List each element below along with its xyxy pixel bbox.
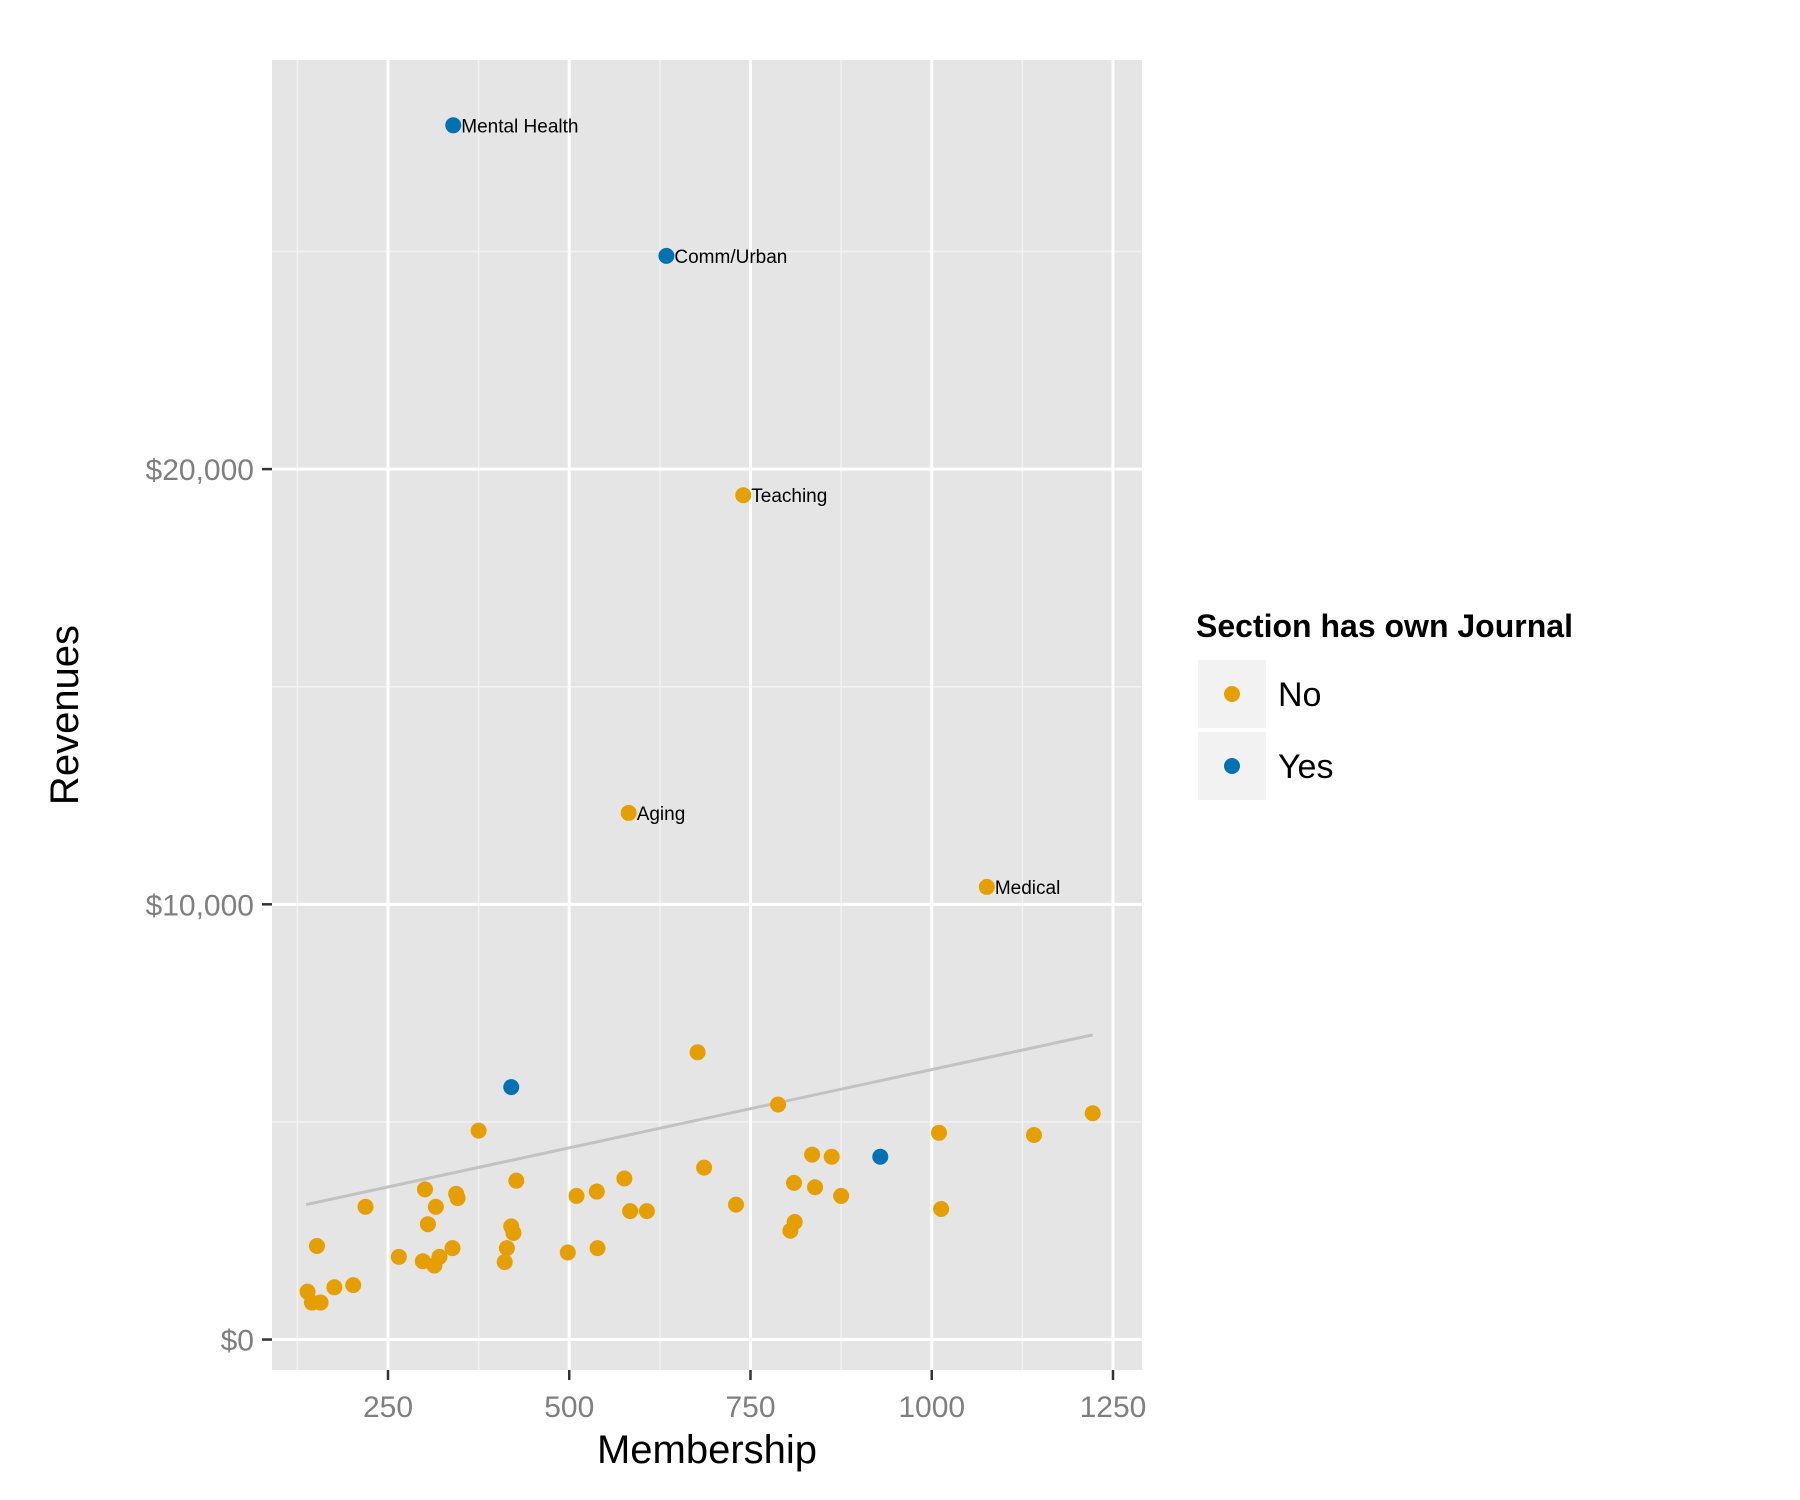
- x-axis-title: Membership: [597, 1428, 817, 1472]
- point-labels: Teaching Aging Medical Mental Health Comm/Ur…: [461, 116, 1060, 899]
- data-point-no: [807, 1179, 824, 1196]
- data-point-yes: [658, 247, 675, 264]
- point-label: Mental Health: [461, 116, 578, 137]
- data-point-no: [978, 878, 995, 895]
- data-point-no: [357, 1198, 374, 1215]
- data-point-no: [444, 1240, 461, 1257]
- data-point-no: [931, 1124, 947, 1141]
- y-tick-label: $20,000: [146, 454, 254, 487]
- legend: Section has own Journal No Yes: [1196, 608, 1573, 800]
- point-label: Aging: [637, 804, 686, 825]
- data-point-no: [427, 1198, 444, 1215]
- data-point-no: [622, 1203, 639, 1220]
- data-point-no: [786, 1174, 802, 1191]
- data-point-no: [696, 1159, 713, 1176]
- x-tick-label: 1250: [1080, 1391, 1147, 1424]
- legend-swatch-yes: [1224, 758, 1240, 774]
- legend-label-no: No: [1278, 676, 1321, 714]
- data-point-no: [390, 1248, 407, 1265]
- plot-panel: [272, 60, 1142, 1370]
- y-axis-title: Revenues: [43, 625, 87, 805]
- x-tick-label: 1000: [898, 1391, 965, 1424]
- data-point-no: [588, 1183, 605, 1200]
- data-point-no: [933, 1200, 950, 1217]
- data-point-no: [449, 1190, 466, 1207]
- y-tick-label: $0: [221, 1325, 254, 1358]
- data-point-no: [1025, 1126, 1042, 1143]
- data-point-no: [426, 1257, 443, 1274]
- data-point-no: [782, 1222, 799, 1239]
- data-point-yes: [872, 1148, 889, 1165]
- data-point-no: [589, 1240, 606, 1257]
- x-tick-label: 750: [725, 1391, 775, 1424]
- data-points: [299, 117, 1101, 1311]
- data-point-no: [568, 1187, 585, 1204]
- data-point-no: [345, 1277, 362, 1294]
- legend-label-yes: Yes: [1278, 748, 1333, 786]
- data-point-no: [804, 1146, 821, 1163]
- data-point-no: [498, 1240, 515, 1257]
- point-label: Comm/Urban: [674, 247, 787, 268]
- legend-swatch-no: [1224, 686, 1240, 702]
- data-point-no: [419, 1216, 436, 1233]
- data-point-no: [308, 1237, 325, 1254]
- data-point-no: [416, 1181, 433, 1198]
- data-point-no: [833, 1187, 850, 1204]
- data-point-yes: [445, 117, 462, 134]
- gridlines: [272, 60, 1142, 1370]
- data-point-no: [326, 1279, 343, 1296]
- legend-title: Section has own Journal: [1196, 608, 1573, 644]
- data-point-no: [559, 1244, 576, 1261]
- data-point-no: [508, 1172, 525, 1189]
- point-label: Teaching: [751, 486, 827, 507]
- trend-line: [305, 1033, 1094, 1207]
- legend-items: No Yes: [1198, 660, 1333, 800]
- data-point-no: [770, 1096, 787, 1113]
- data-point-no: [735, 487, 752, 504]
- axes: 250 500 750 1000 1250 $0 $10,000 $20,000: [146, 454, 1147, 1424]
- data-point-no: [1084, 1105, 1101, 1122]
- y-tick-label: $10,000: [146, 889, 254, 922]
- x-tick-label: 500: [544, 1391, 594, 1424]
- trend-line-group: [305, 1033, 1094, 1207]
- data-point-no: [496, 1254, 513, 1271]
- data-point-no: [505, 1224, 522, 1241]
- point-label: Medical: [995, 878, 1060, 899]
- data-point-no: [728, 1196, 744, 1213]
- panel-background: [272, 60, 1142, 1370]
- data-point-no: [616, 1170, 633, 1187]
- x-tick-label: 250: [363, 1391, 413, 1424]
- data-point-no: [823, 1148, 840, 1165]
- data-point-yes: [503, 1079, 520, 1096]
- data-point-no: [689, 1044, 706, 1061]
- data-point-no: [620, 804, 637, 821]
- data-point-no: [312, 1294, 329, 1311]
- data-point-no: [470, 1122, 487, 1139]
- data-point-no: [638, 1203, 655, 1220]
